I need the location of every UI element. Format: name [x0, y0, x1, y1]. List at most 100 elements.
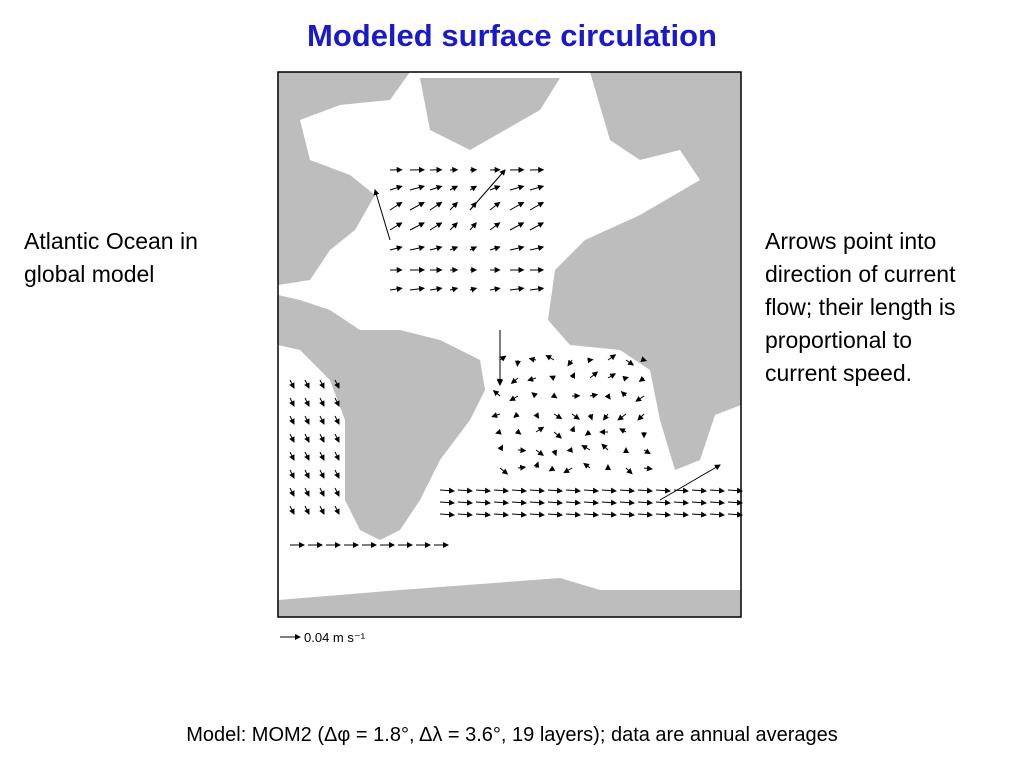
land: [278, 72, 741, 617]
current-arrow: [535, 426, 545, 433]
current-arrow: [289, 451, 295, 461]
current-arrow: [509, 184, 525, 191]
current-arrow: [619, 511, 635, 518]
current-arrow: [449, 286, 459, 293]
current-arrow: [601, 487, 617, 494]
caption-line: Arrows point into: [765, 228, 937, 254]
current-arrow: [517, 464, 527, 471]
current-arrow: [489, 286, 501, 293]
current-arrow: [583, 511, 599, 518]
map-frame: [277, 71, 742, 618]
current-arrow: [638, 375, 646, 382]
current-arrow: [469, 286, 478, 293]
current-arrow: [517, 447, 527, 454]
current-arrow: [373, 189, 391, 241]
current-arrow: [289, 397, 295, 407]
current-arrow: [457, 487, 473, 494]
current-arrow: [529, 222, 545, 231]
current-arrow: [489, 222, 501, 231]
current-arrow: [304, 487, 310, 497]
current-arrow: [640, 356, 648, 362]
caption-line: global model: [24, 261, 155, 287]
current-arrow: [583, 487, 599, 494]
current-arrow: [475, 487, 491, 494]
current-arrow: [429, 184, 443, 191]
current-arrow: [389, 201, 403, 211]
current-arrow: [607, 354, 617, 361]
current-arrow: [509, 245, 525, 251]
current-arrow: [514, 359, 521, 367]
current-arrow: [497, 444, 504, 452]
current-arrow: [637, 487, 653, 494]
current-arrow: [304, 433, 310, 443]
current-arrow: [602, 413, 609, 421]
current-arrow: [637, 499, 653, 506]
current-arrow: [304, 505, 310, 515]
current-arrow: [607, 373, 617, 379]
current-arrow: [429, 222, 443, 231]
current-arrow: [319, 415, 325, 425]
current-arrow: [601, 499, 617, 506]
current-arrow: [491, 412, 501, 418]
current-arrow: [553, 413, 563, 420]
current-arrow: [319, 451, 325, 461]
current-arrow: [727, 487, 743, 494]
current-arrow: [673, 511, 689, 518]
current-arrow: [637, 511, 653, 518]
current-arrow: [691, 499, 707, 506]
current-arrow: [495, 428, 502, 435]
current-arrow: [334, 451, 340, 461]
current-arrow: [533, 461, 540, 469]
current-arrow: [449, 246, 459, 252]
current-arrow: [449, 201, 458, 211]
current-arrow: [389, 184, 403, 191]
current-arrow: [529, 245, 545, 252]
current-arrow: [625, 467, 633, 475]
current-arrow: [469, 246, 478, 252]
current-arrow: [493, 487, 509, 494]
left-caption: Atlantic Ocean in global model: [24, 225, 198, 291]
current-arrow: [509, 285, 525, 292]
current-arrow: [529, 285, 545, 292]
current-arrow: [581, 444, 591, 451]
current-arrow: [569, 425, 576, 433]
current-arrow: [319, 397, 325, 407]
current-arrow: [334, 469, 340, 479]
current-arrow: [709, 511, 725, 518]
current-arrow: [489, 185, 501, 191]
current-arrow: [304, 469, 310, 479]
current-arrow: [499, 355, 507, 362]
current-arrow: [289, 433, 295, 443]
current-arrow: [511, 499, 527, 506]
current-arrow: [535, 449, 544, 456]
current-arrow: [319, 487, 325, 497]
current-arrow: [319, 433, 325, 443]
current-arrow: [625, 359, 634, 366]
current-arrow: [567, 359, 574, 367]
current-arrow: [469, 185, 478, 192]
current-arrow: [601, 511, 617, 518]
current-arrow: [439, 499, 455, 506]
current-arrow: [513, 411, 520, 419]
current-arrow: [409, 222, 425, 231]
caption-line: flow; their length is: [765, 294, 956, 320]
current-arrow: [529, 499, 545, 506]
current-arrow: [566, 446, 573, 453]
current-arrow: [489, 245, 501, 252]
current-arrow: [304, 451, 310, 461]
current-arrow: [469, 169, 506, 211]
current-arrow: [565, 511, 581, 518]
current-arrow: [457, 511, 473, 518]
caption-line: current speed.: [765, 360, 913, 386]
current-arrow: [493, 499, 509, 506]
current-arrow: [673, 499, 689, 506]
current-arrow: [589, 371, 599, 379]
current-arrow: [475, 511, 491, 518]
current-arrow: [547, 499, 563, 506]
right-caption: Arrows point into direction of current f…: [765, 225, 955, 390]
current-arrow: [475, 499, 491, 506]
current-arrow: [429, 245, 443, 252]
current-arrow: [509, 201, 525, 211]
current-arrow: [511, 511, 527, 518]
